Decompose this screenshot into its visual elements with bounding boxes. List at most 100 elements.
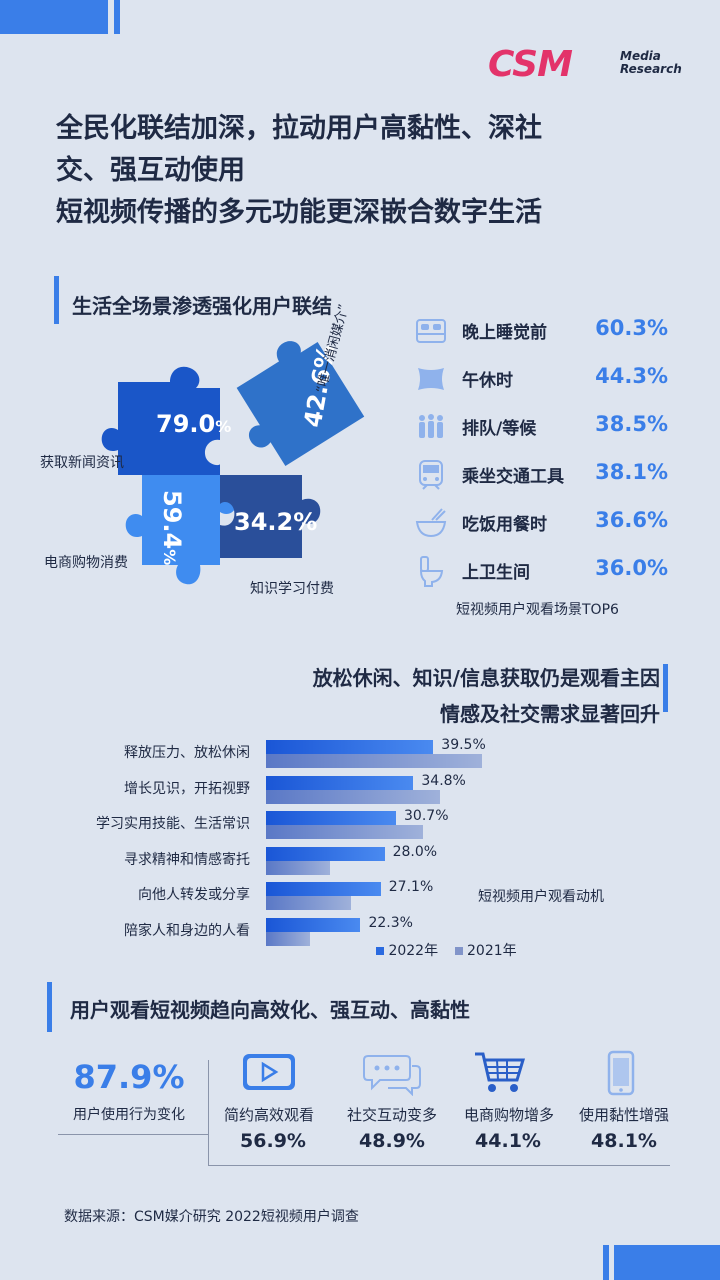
headline-line: 短视频传播的多元功能更深嵌合数字生活	[56, 197, 542, 228]
scene-pct: 36.6%	[595, 508, 668, 532]
scene-label: 午休时	[462, 371, 513, 391]
bar-2021	[266, 896, 351, 910]
scene-row: 乘坐交通工具 38.1%	[414, 454, 674, 496]
section2-title: 放松休闲、知识/信息获取仍是观看主因 情感及社交需求显著回升	[313, 660, 660, 732]
bar-2021	[266, 860, 330, 875]
puzzle-value-news: 79.0%	[156, 410, 232, 438]
page-headline: 全民化联结加深，拉动用户高黏性、深社 交、强互动使用 短视频传播的多元功能更深嵌…	[56, 108, 696, 234]
bar-value-label: 34.8%	[421, 772, 466, 789]
bar-2021	[266, 825, 423, 839]
category-label: 陪家人和身边的人看	[124, 922, 250, 939]
legend-label-2021: 2021年	[467, 943, 517, 959]
scene-row: 吃饭用餐时 36.6%	[414, 502, 674, 544]
section-marker	[47, 982, 52, 1032]
behavior-label: 简约高效观看	[223, 1106, 314, 1124]
scene-pct: 38.5%	[595, 412, 668, 436]
behavior-pct: 48.9%	[359, 1130, 425, 1152]
corner-decoration-stripe	[603, 1245, 609, 1280]
category-label: 增长见识，开拓视野	[124, 780, 250, 797]
category-label: 寻求精神和情感寄托	[124, 851, 250, 868]
divider	[58, 1134, 208, 1135]
scene-label: 排队/等候	[462, 419, 537, 439]
headline-line: 全民化联结加深，拉动用户高黏性、深社	[56, 113, 542, 144]
puzzle-label-shopping: 电商购物消费	[44, 555, 128, 571]
scene-pct: 60.3%	[595, 316, 668, 340]
logo-brand: CSM	[488, 44, 573, 85]
puzzle-piece-shopping	[125, 475, 237, 585]
chart-caption: 短视频用户观看动机	[478, 889, 604, 905]
legend-label-2022: 2022年	[388, 943, 439, 959]
bar-2021	[266, 789, 440, 804]
category-label: 释放压力、放松休闲	[124, 745, 250, 761]
corner-decoration-stripe	[114, 0, 120, 34]
bar-2021	[266, 931, 311, 946]
csm-logo: CSM Media Research	[488, 44, 682, 85]
category-label: 向他人转发或分享	[138, 887, 250, 903]
bar-2022	[266, 775, 414, 790]
bar-2022	[266, 811, 397, 825]
puzzle-piece-leisure	[236, 341, 365, 466]
scene-label: 乘坐交通工具	[462, 467, 564, 487]
scene-pct: 44.3%	[595, 364, 668, 388]
train-icon	[419, 460, 443, 490]
bar-value-label: 28.0%	[392, 843, 438, 860]
puzzle-label-knowledge: 知识学习付费	[250, 581, 334, 597]
behavior-label: 社交互动变多	[346, 1106, 437, 1124]
motivation-chart: 释放压力、放松休闲 39.5% 增长见识，开拓视野 34.8% 学习实用技能、生活常识 3…	[0, 736, 720, 966]
bed-icon	[416, 319, 446, 343]
puzzle-piece-knowledge	[220, 475, 321, 558]
logo-line2: Research	[620, 62, 682, 76]
bar-2022	[266, 846, 385, 861]
queue-people-icon	[419, 414, 443, 438]
bar-2021	[266, 754, 482, 768]
bar-value-label: 30.7%	[404, 808, 449, 824]
corner-decoration	[0, 0, 108, 34]
bar-2022	[266, 882, 381, 896]
corner-decoration	[614, 1245, 720, 1280]
divider	[208, 1060, 209, 1166]
data-source: 数据来源：CSM媒介研究 2022短视频用户调查	[64, 1209, 359, 1225]
behavior-label: 电商购物增多	[463, 1106, 554, 1124]
section1-title: 生活全场景渗透强化用户联结	[72, 294, 332, 318]
scene-pct: 36.0%	[595, 556, 668, 580]
legend-swatch-2021	[454, 947, 463, 955]
scene-label: 上卫生间	[462, 563, 530, 583]
scene-row: 上卫生间 36.0%	[414, 550, 674, 592]
chart-legend: 2022年 2021年	[376, 940, 636, 960]
scene-pct: 38.1%	[595, 460, 668, 484]
pillow-icon	[418, 368, 444, 390]
section-marker	[54, 276, 59, 324]
logo-subtitle: Media Research	[620, 50, 682, 76]
bar-value-label: 39.5%	[441, 737, 486, 753]
overall-change-pct: 87.9%	[73, 1058, 185, 1096]
legend-swatch-2022	[376, 947, 384, 955]
puzzle-piece-news	[101, 366, 220, 475]
section-marker	[663, 664, 668, 712]
toilet-icon	[419, 556, 444, 587]
puzzle-value-knowledge: 34.2%	[234, 508, 318, 536]
scenes-caption: 短视频用户观看场景TOP6	[456, 602, 619, 618]
puzzle-label-news: 获取新闻资讯	[40, 455, 124, 471]
scene-row: 排队/等候 38.5%	[414, 406, 674, 448]
puzzle-graphic	[101, 341, 365, 585]
chat-icon	[363, 1055, 421, 1096]
bar-2022	[266, 740, 434, 754]
cart-icon	[475, 1052, 526, 1092]
behavior-pct: 48.1%	[591, 1130, 657, 1152]
divider	[208, 1165, 670, 1166]
behavior-label: 使用黏性增强	[578, 1106, 669, 1124]
category-label: 学习实用技能、生活常识	[96, 816, 250, 832]
section3-title: 用户观看短视频趋向高效化、强互动、高黏性	[70, 998, 470, 1022]
overall-change-label: 用户使用行为变化	[73, 1107, 185, 1123]
bar-value-label: 22.3%	[368, 914, 413, 931]
play-icon	[243, 1054, 295, 1090]
phone-icon	[607, 1050, 635, 1096]
bar-value-label: 27.1%	[388, 879, 434, 895]
scene-row: 晚上睡觉前 60.3%	[414, 310, 674, 352]
scene-label: 吃饭用餐时	[462, 515, 547, 535]
scene-label: 晚上睡觉前	[462, 323, 547, 343]
behavior-pct: 44.1%	[475, 1130, 541, 1152]
behavior-pct: 56.9%	[240, 1130, 306, 1152]
headline-line: 交、强互动使用	[56, 155, 245, 186]
logo-line1: Media	[620, 49, 661, 63]
